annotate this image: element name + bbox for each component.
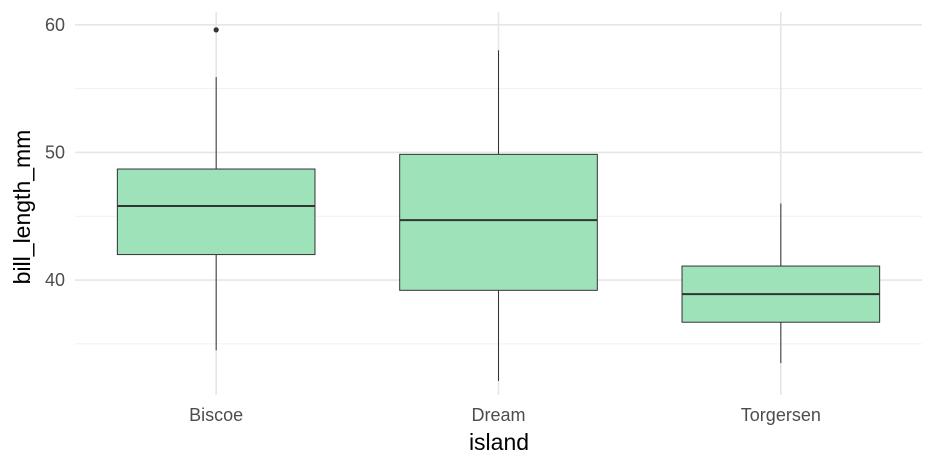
outlier-biscoe-0 [213,27,219,33]
box-torgersen [681,203,881,364]
y-tick-label-40: 40 [45,270,65,290]
box-dream [399,50,598,381]
iqr-box-biscoe [116,168,316,256]
x-axis-title: island [469,429,529,455]
x-tick-label-torgersen: Torgersen [741,405,821,425]
x-axis-ticks: Biscoe Dream Torgersen [189,405,821,425]
y-tick-label-60: 60 [45,15,65,35]
iqr-box-dream [399,153,598,291]
x-tick-label-biscoe: Biscoe [189,405,243,425]
box-biscoe [116,27,316,351]
y-axis-title: bill_length_mm [9,130,35,285]
x-tick-label-dream: Dream [471,405,525,425]
y-tick-label-50: 50 [45,142,65,162]
y-axis-ticks: 40 50 60 [45,15,65,290]
boxes [116,27,881,381]
